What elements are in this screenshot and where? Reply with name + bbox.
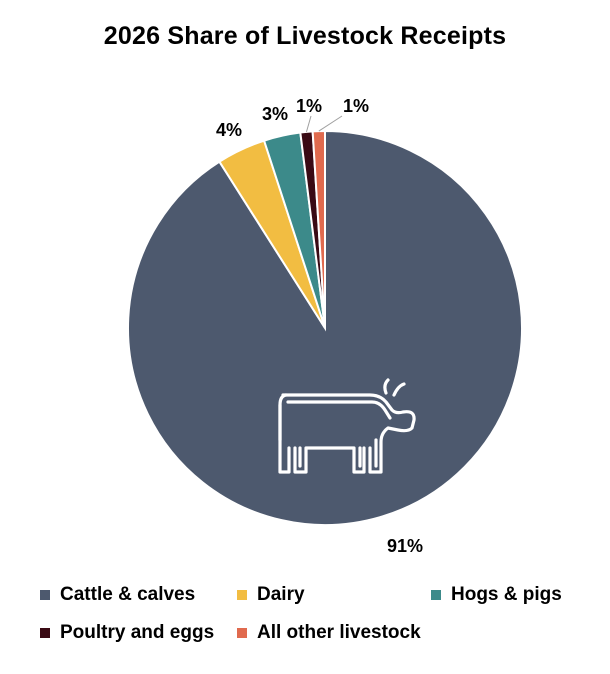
- legend-label-poultry: Poultry and eggs: [60, 622, 215, 643]
- legend-swatch-cattle: [40, 590, 50, 600]
- legend-label-cattle: Cattle & calves: [60, 584, 196, 605]
- legend-item-dairy: Dairy: [237, 584, 305, 606]
- data-label-cattle: 91%: [387, 536, 423, 556]
- legend-item-hogs: Hogs & pigs: [431, 584, 562, 606]
- cow-icon: [278, 378, 416, 474]
- legend-swatch-dairy: [237, 590, 247, 600]
- data-label-other: 1%: [343, 96, 369, 116]
- legend-swatch-poultry: [40, 628, 50, 638]
- chart-title: 2026 Share of Livestock Receipts: [103, 22, 507, 50]
- legend-label-dairy: Dairy: [257, 584, 305, 605]
- legend-item-other: All other livestock: [237, 622, 421, 644]
- legend-item-poultry: Poultry and eggs: [40, 622, 214, 644]
- leader-line-other: [318, 115, 343, 132]
- data-label-dairy: 4%: [216, 120, 242, 140]
- leader-line-poultry: [305, 115, 312, 133]
- data-label-hogs: 3%: [262, 104, 288, 124]
- legend-item-cattle: Cattle & calves: [40, 584, 195, 606]
- legend-label-other: All other livestock: [257, 622, 421, 643]
- slice-other: [311, 129, 326, 329]
- legend-swatch-hogs: [431, 590, 441, 600]
- legend-label-hogs: Hogs & pigs: [451, 584, 562, 605]
- legend-swatch-other: [237, 628, 247, 638]
- data-label-poultry: 1%: [296, 96, 322, 116]
